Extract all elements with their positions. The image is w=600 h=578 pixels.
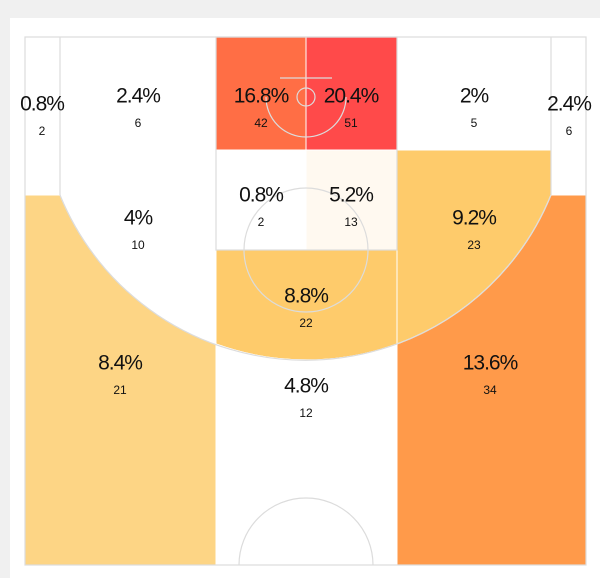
zone-percentage: 8.8% xyxy=(284,285,328,308)
zone-percentage: 8.4% xyxy=(98,352,142,375)
zone-count: 12 xyxy=(299,406,313,420)
zone-percentage: 5.2% xyxy=(329,184,373,207)
zone-count: 6 xyxy=(566,124,573,138)
zone-percentage: 2.4% xyxy=(116,85,160,108)
zone-percentage: 0.8% xyxy=(239,184,283,207)
zone-percentage: 16.8% xyxy=(234,85,289,108)
zone-percentage: 9.2% xyxy=(452,207,496,230)
zone-count: 10 xyxy=(131,238,145,252)
zone-percentage: 0.8% xyxy=(20,93,64,116)
zone-percentage: 2% xyxy=(460,85,489,108)
zone-percentage: 20.4% xyxy=(324,85,379,108)
court-lines xyxy=(24,36,587,566)
zone-count: 34 xyxy=(483,383,497,397)
zone xyxy=(550,36,587,196)
zone-count: 51 xyxy=(344,116,358,130)
labels: 0.8% 2 2.4% 6 4% 10 16.8% 42 20.4% 51 0.8% 2 5.2% 13 8… xyxy=(20,85,592,421)
zone-count: 13 xyxy=(344,215,358,229)
zone-percentage: 4.8% xyxy=(284,375,328,398)
zones xyxy=(24,36,587,566)
zone-count: 6 xyxy=(135,116,142,130)
zone xyxy=(24,36,61,196)
zone-count: 2 xyxy=(258,215,265,229)
zone-count: 21 xyxy=(113,383,127,397)
zone-percentage: 13.6% xyxy=(463,352,518,375)
zone-percentage: 4% xyxy=(124,207,153,230)
zone-count: 42 xyxy=(254,116,268,130)
zone-count: 23 xyxy=(467,238,481,252)
zone-count: 22 xyxy=(299,316,313,330)
zone-count: 2 xyxy=(39,124,46,138)
zone-percentage: 2.4% xyxy=(547,93,591,116)
zone-count: 5 xyxy=(471,116,478,130)
